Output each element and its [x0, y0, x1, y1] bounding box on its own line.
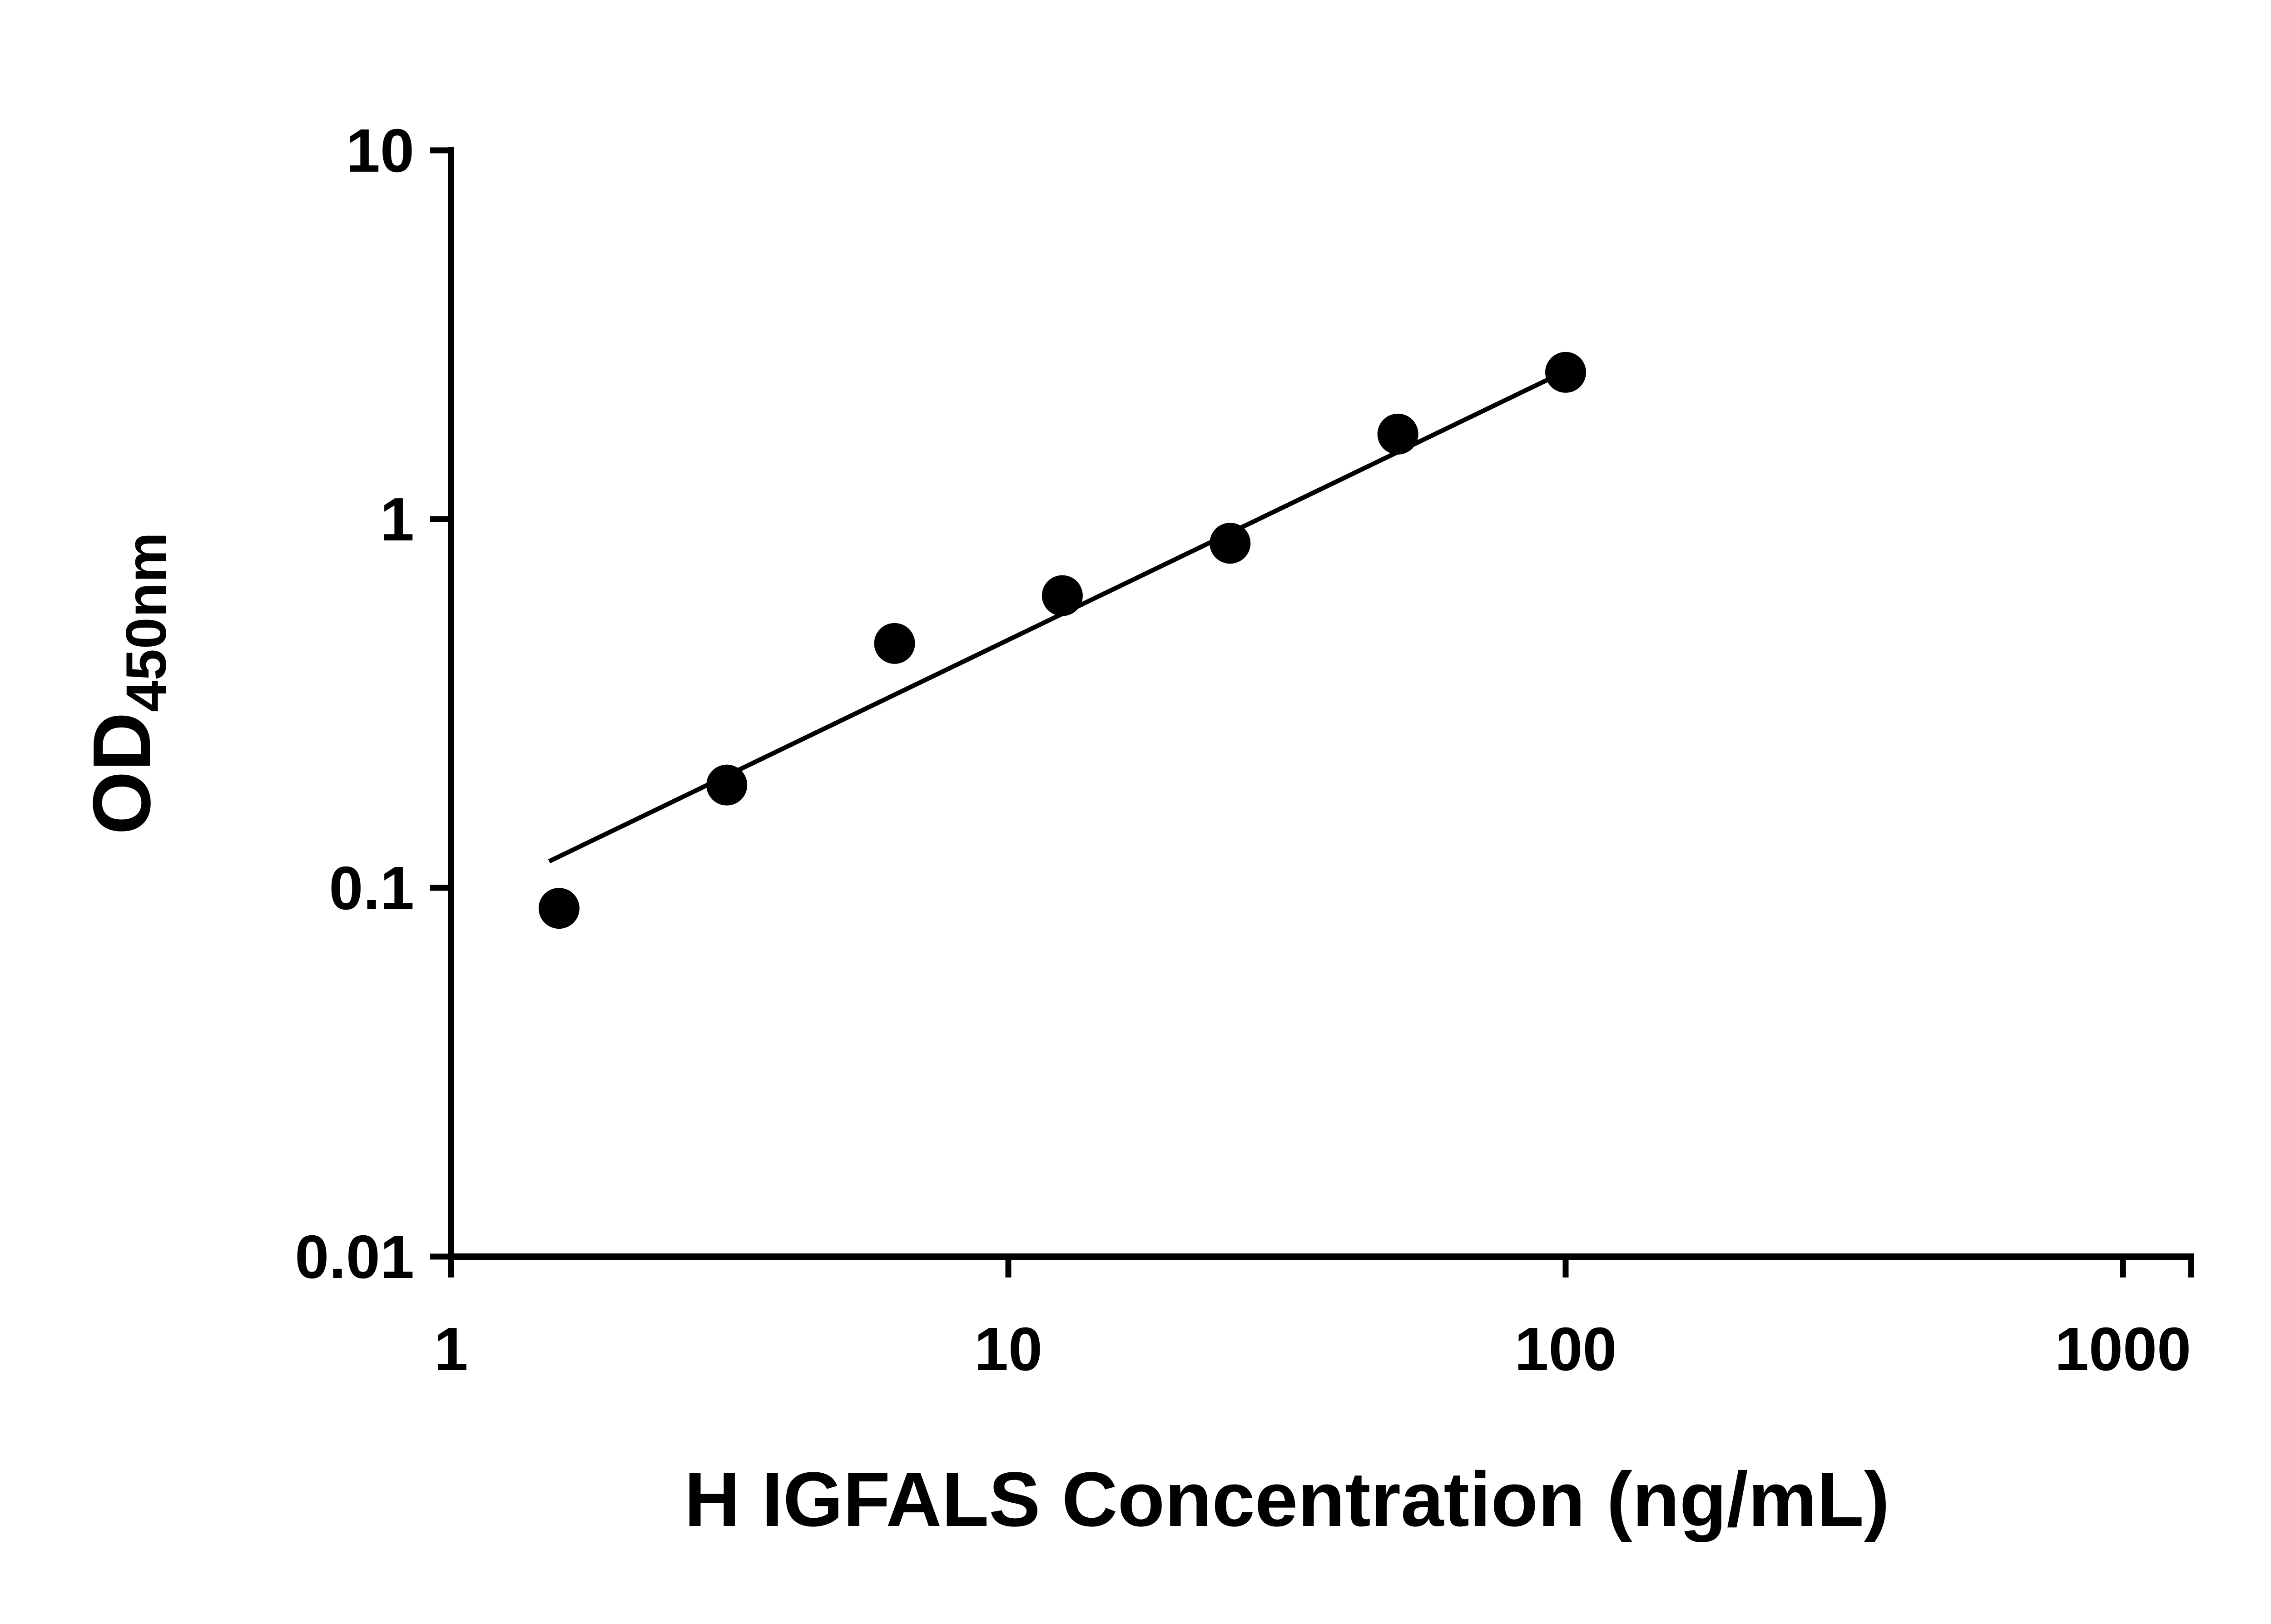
- x-tick-label: 1000: [2055, 1315, 2191, 1383]
- x-tick-label: 100: [1514, 1315, 1616, 1383]
- data-point: [538, 888, 580, 929]
- data-point: [1545, 352, 1586, 393]
- y-axis-label-main: OD: [76, 712, 168, 835]
- y-tick-label: 0.01: [295, 1223, 414, 1291]
- data-point: [874, 623, 915, 664]
- data-point: [1377, 413, 1418, 455]
- data-point: [1041, 575, 1083, 616]
- y-axis-label: OD450nm: [76, 532, 178, 835]
- x-tick-label: 10: [974, 1315, 1042, 1383]
- y-tick-label: 10: [346, 116, 414, 185]
- x-axis-label: H IGFALS Concentration (ng/mL): [684, 1456, 1890, 1543]
- y-axis-label-subscript: 450nm: [115, 532, 178, 712]
- y-tick-label: 1: [380, 485, 414, 554]
- y-tick-label: 0.1: [329, 854, 414, 922]
- x-tick-label: 1: [434, 1315, 468, 1383]
- axes: [448, 147, 2194, 1260]
- data-point: [1210, 523, 1251, 564]
- data-point: [706, 764, 748, 806]
